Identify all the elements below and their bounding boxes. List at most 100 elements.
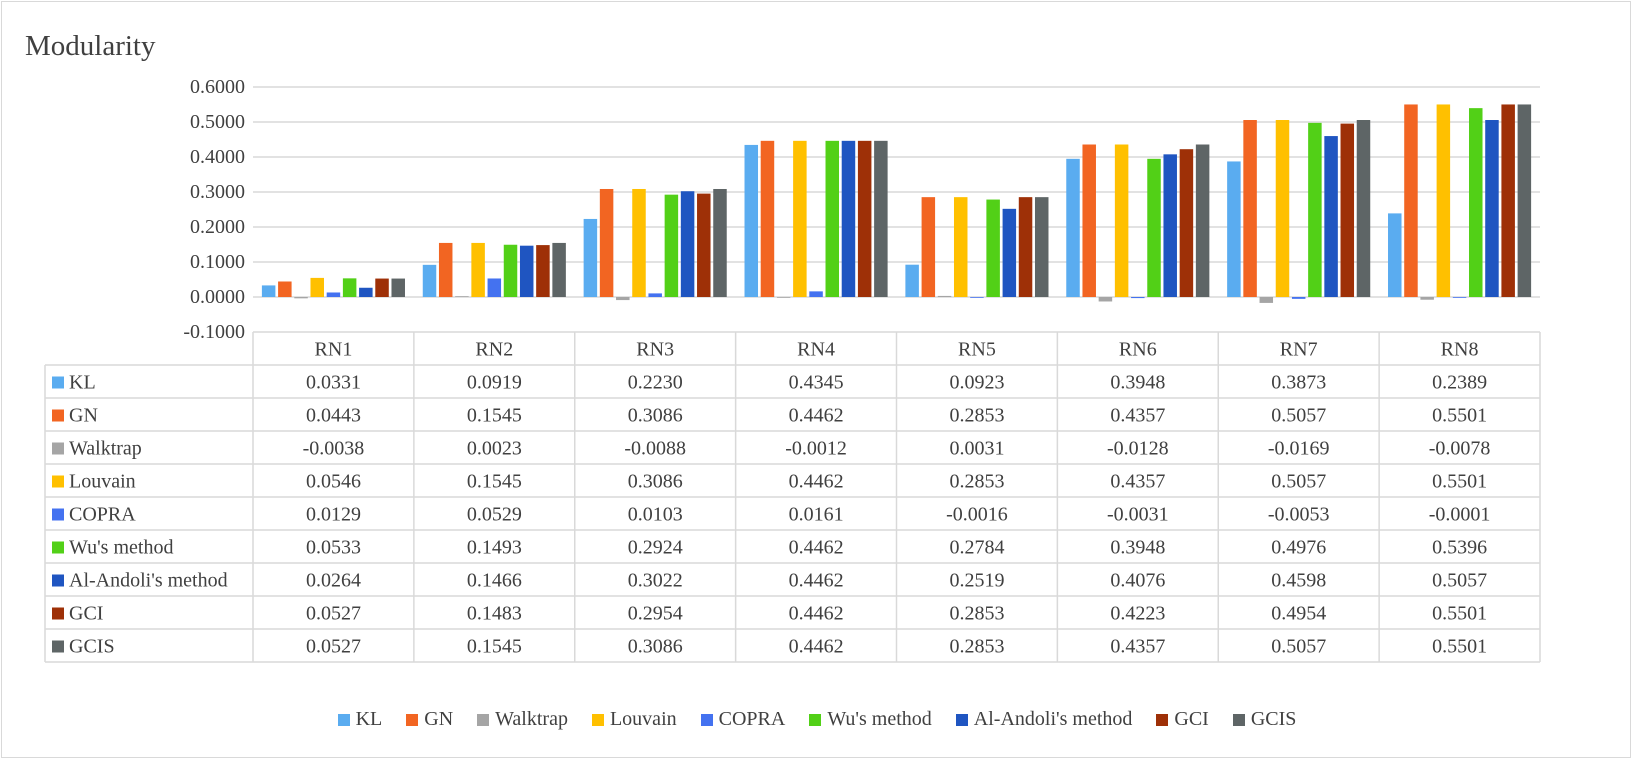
table-row-label: GCIS — [69, 636, 115, 658]
table-cell: 0.2954 — [628, 603, 683, 625]
legend-swatch — [406, 713, 419, 726]
table-swatch — [52, 442, 64, 455]
bar-rn8-gci — [1501, 104, 1515, 297]
table-cell: 0.3086 — [628, 405, 683, 427]
table-cell: 0.0527 — [306, 636, 361, 658]
bar-rn1-al-andoli-s-method — [359, 287, 373, 297]
bar-rn5-copra — [970, 297, 984, 298]
legend-swatch — [809, 713, 822, 726]
bar-rn4-louvain — [793, 140, 807, 297]
table-swatch — [52, 475, 64, 488]
category-label: RN4 — [797, 339, 835, 361]
y-tick-label: 0.1000 — [190, 251, 245, 273]
table-cell: 0.0129 — [306, 504, 361, 526]
table-cell: 0.0533 — [306, 537, 361, 559]
table-cell: 0.4954 — [1271, 603, 1326, 625]
bar-rn4-gcis — [874, 140, 888, 297]
bar-rn6-copra — [1131, 297, 1145, 299]
bar-rn2-al-andoli-s-method — [519, 245, 534, 297]
bar-rn4-walktrap — [776, 297, 791, 298]
table-cell: 0.1545 — [467, 636, 522, 658]
table-cell: 0.4462 — [789, 570, 844, 592]
bar-rn2-gn — [438, 242, 453, 297]
table-cell: 0.0919 — [467, 372, 522, 394]
legend-item: GN — [406, 708, 453, 731]
table-cell: 0.5501 — [1432, 471, 1487, 493]
y-tick-label: -0.1000 — [183, 321, 245, 343]
table-row-label: Walktrap — [69, 438, 142, 460]
bar-rn3-al-andoli-s-method — [680, 191, 695, 297]
legend-label: GCI — [1174, 708, 1209, 730]
table-cell: 0.0023 — [467, 438, 522, 460]
table-cell: 0.3086 — [628, 636, 683, 658]
bar-rn3-louvain — [632, 188, 646, 297]
table-cell: 0.2389 — [1432, 372, 1487, 394]
category-label: RN5 — [958, 339, 996, 361]
bar-rn8-al-andoli-s-method — [1485, 120, 1499, 297]
table-cell: 0.4223 — [1110, 603, 1165, 625]
table-cell: 0.3022 — [628, 570, 683, 592]
table-cell: 0.5057 — [1271, 636, 1326, 658]
bar-rn7-al-andoli-s-method — [1324, 136, 1338, 297]
legend-swatch — [337, 713, 350, 726]
y-tick-label: 0.5000 — [190, 111, 245, 133]
table-cell: -0.0016 — [946, 504, 1008, 526]
bar-rn7-kl — [1227, 161, 1241, 297]
table-cell: 0.2853 — [949, 405, 1004, 427]
table-swatch — [52, 409, 64, 422]
y-tick-label: 0.0000 — [190, 286, 245, 308]
legend-item: KL — [337, 708, 382, 731]
chart-title: Modularity — [25, 30, 156, 62]
category-label: RN8 — [1441, 339, 1479, 361]
bar-rn3-gcis — [713, 188, 727, 297]
table-cell: 0.5501 — [1432, 636, 1487, 658]
legend-label: Louvain — [609, 708, 677, 730]
bar-rn8-walktrap — [1420, 297, 1434, 300]
y-tick-label: 0.6000 — [190, 76, 245, 98]
legend-item: Wu's method — [809, 708, 932, 731]
bar-rn2-wu-s-method — [503, 244, 518, 297]
legend-swatch — [955, 713, 968, 726]
bar-rn5-gn — [921, 197, 936, 297]
table-cell: 0.1466 — [467, 570, 522, 592]
table-cell: 0.2230 — [628, 372, 683, 394]
y-tick-label: 0.2000 — [190, 216, 245, 238]
table-cell: 0.4357 — [1110, 636, 1165, 658]
legend-label: COPRA — [718, 708, 786, 730]
bar-rn2-gcis — [552, 242, 566, 297]
table-cell: -0.0031 — [1107, 504, 1169, 526]
bar-rn1-gcis — [391, 278, 405, 297]
table-cell: 0.5396 — [1432, 537, 1487, 559]
bar-rn8-gcis — [1517, 104, 1532, 297]
bar-rn5-louvain — [953, 197, 968, 297]
legend-item: COPRA — [700, 708, 786, 731]
table-cell: 0.4357 — [1110, 405, 1165, 427]
bar-rn6-wu-s-method — [1147, 158, 1161, 297]
bar-rn3-gci — [697, 193, 711, 297]
table-cell: 0.2519 — [949, 570, 1004, 592]
table-cell: 0.2924 — [628, 537, 683, 559]
legend-item: GCIS — [1232, 708, 1296, 731]
table-swatch — [52, 508, 64, 521]
bar-rn1-copra — [326, 292, 341, 297]
bar-rn4-wu-s-method — [825, 140, 840, 297]
table-cell: 0.4462 — [789, 537, 844, 559]
bar-rn7-walktrap — [1259, 297, 1274, 303]
table-cell: 0.0527 — [306, 603, 361, 625]
category-label: RN6 — [1119, 339, 1157, 361]
bar-rn4-copra — [809, 291, 823, 297]
legend: KL GN Walktrap Louvain COPRA Wu's method Al-An… — [0, 708, 1634, 731]
table-cell: 0.0529 — [467, 504, 522, 526]
bar-rn8-louvain — [1436, 104, 1451, 297]
table-row-label: Louvain — [69, 471, 136, 493]
bar-rn1-gn — [278, 281, 292, 297]
legend-label: Al-Andoli's method — [973, 708, 1133, 730]
table-swatch — [52, 376, 64, 389]
table-cell: 0.5057 — [1271, 405, 1326, 427]
table-cell: -0.0169 — [1268, 438, 1330, 460]
table-cell: 0.4976 — [1271, 537, 1326, 559]
bar-rn5-wu-s-method — [986, 199, 1000, 297]
